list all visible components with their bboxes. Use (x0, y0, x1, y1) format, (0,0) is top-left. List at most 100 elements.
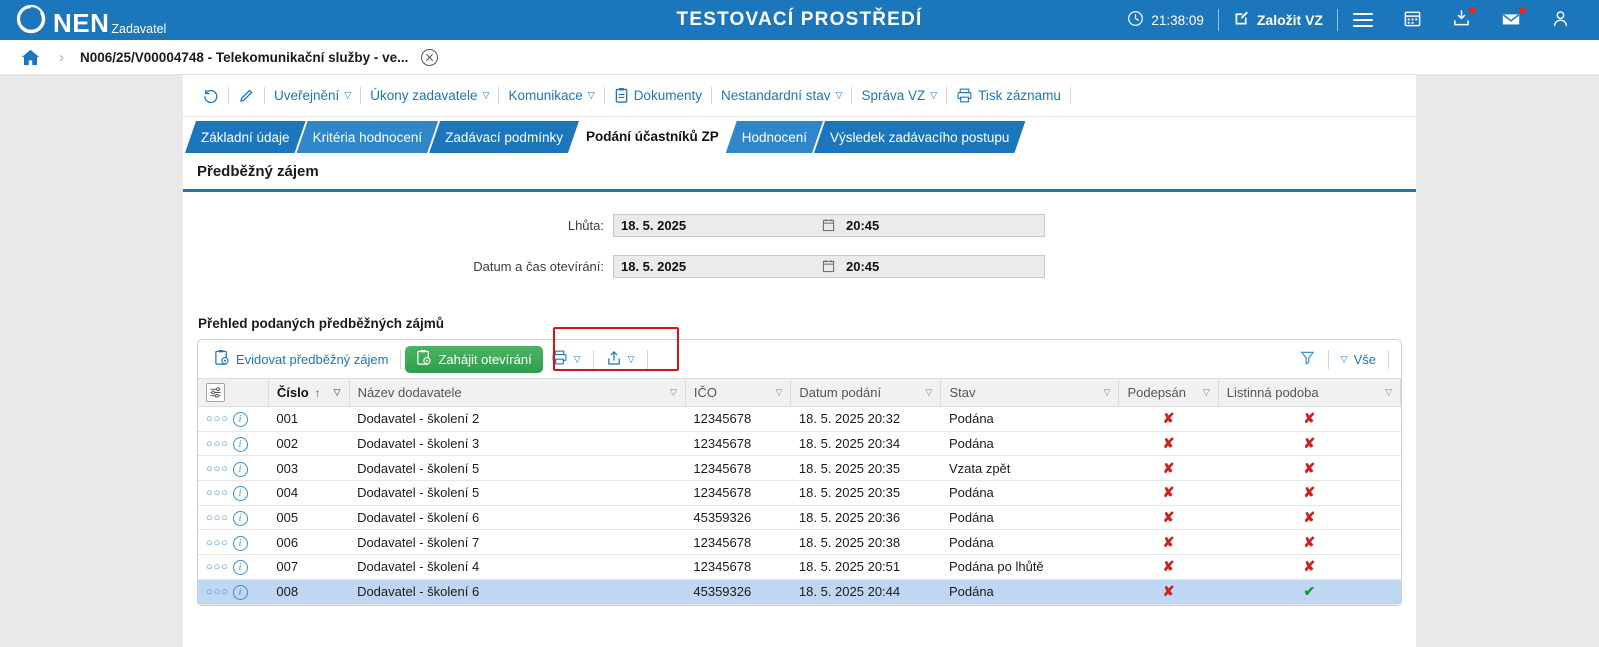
info-icon[interactable]: i (232, 560, 248, 576)
tab-hodnoceni[interactable]: Hodnocení (726, 121, 823, 153)
table-row[interactable]: ○○○ i 008 Dodavatel - školení 6 45359326 18.… (198, 579, 1401, 605)
action-ukony-zadavatele-menu[interactable]: Úkony zadavatele ▽ (361, 75, 498, 117)
grid-view-selector[interactable]: ▽ Vše (1333, 344, 1384, 374)
tab-podani-ucastniku-zp[interactable]: Podání účastníků ZP (570, 119, 735, 153)
row-menu-dots-icon[interactable]: ○○○ (206, 438, 229, 451)
mail-button[interactable] (1486, 0, 1536, 40)
column-settings-icon[interactable] (206, 383, 225, 402)
cell-ico: 12345678 (685, 455, 791, 482)
table-row[interactable]: ○○○ i 003 Dodavatel - školení 5 12345678 18.… (198, 455, 1401, 482)
grid-filter-button[interactable] (1291, 344, 1324, 374)
info-icon[interactable]: i (232, 486, 248, 502)
close-circle-icon[interactable] (421, 48, 439, 66)
grid-export-menu[interactable]: ▽ (598, 344, 643, 374)
grid-footer-spacer (197, 606, 1402, 646)
table-row[interactable]: ○○○ i 002 Dodavatel - školení 3 12345678 18.… (198, 431, 1401, 457)
tab-label: Výsledek zadávacího postupu (830, 129, 1010, 145)
sort-ascending-icon: ↑ (314, 385, 321, 400)
tab-kriteria-hodnoceni[interactable]: Kritéria hodnocení (297, 121, 439, 153)
action-komunikace-menu[interactable]: Komunikace ▽ (499, 75, 603, 117)
row-actions-cell: ○○○ i (198, 431, 269, 457)
tab-label: Hodnocení (741, 129, 808, 145)
info-icon[interactable]: i (232, 412, 248, 428)
row-menu-dots-icon[interactable]: ○○○ (206, 512, 229, 525)
otevirani-datetime-field[interactable]: 18. 5. 2025 20:45 (613, 255, 1045, 278)
th-row-settings[interactable] (198, 378, 269, 407)
column-filter-icon[interactable]: ▽ (1202, 387, 1210, 397)
column-label: Číslo (276, 385, 309, 400)
top-right-group: 21:38:09 Založit VZ (1113, 0, 1599, 40)
info-icon[interactable]: i (232, 461, 248, 477)
info-icon[interactable]: i (232, 437, 248, 453)
zahajit-otevirani-button[interactable]: Zahájit otevírání (405, 345, 543, 373)
th-stav[interactable]: Stav ▽ (940, 378, 1120, 407)
table-body: ○○○ i 001 Dodavatel - školení 2 12345678 18.… (198, 406, 1401, 605)
cell-cislo: 002 (268, 431, 350, 457)
cell-cislo: 003 (268, 455, 350, 482)
lhuta-datetime-field[interactable]: 18. 5. 2025 20:45 (613, 214, 1045, 237)
action-label: Správa VZ (861, 88, 926, 103)
th-podepsan[interactable]: Podepsán ▽ (1118, 378, 1219, 407)
cell-ico: 12345678 (685, 480, 791, 506)
tab-zakladni-udaje[interactable]: Základní údaje (185, 121, 306, 153)
table-row[interactable]: ○○○ i 005 Dodavatel - školení 6 45359326 18.… (198, 505, 1401, 531)
row-menu-dots-icon[interactable]: ○○○ (206, 561, 229, 574)
cell-listinna-podoba: ✘ (1218, 529, 1401, 556)
column-filter-icon[interactable]: ▽ (925, 387, 933, 397)
row-menu-dots-icon[interactable]: ○○○ (206, 413, 229, 426)
server-clock: 21:38:09 (1113, 0, 1218, 40)
cell-nazev-dodavatele: Dodavatel - školení 6 (349, 579, 686, 605)
grid-print-menu[interactable]: ▽ (543, 344, 589, 374)
column-filter-icon[interactable]: ▽ (1103, 387, 1111, 397)
form-row-lhuta: Lhůta: 18. 5. 2025 20:45 (183, 214, 1416, 237)
tab-zadavaci-podminky[interactable]: Zadávací podmínky (429, 121, 579, 153)
user-account-button[interactable] (1536, 0, 1585, 40)
printer-icon (956, 87, 973, 104)
action-edit-button[interactable] (229, 75, 264, 117)
column-filter-icon[interactable]: ▽ (669, 387, 677, 397)
table-row[interactable]: ○○○ i 004 Dodavatel - školení 5 12345678 18.… (198, 480, 1401, 506)
info-icon[interactable]: i (232, 535, 248, 551)
action-dokumenty-button[interactable]: Dokumenty (605, 75, 711, 117)
calendar-icon[interactable] (822, 259, 835, 276)
breadcrumb-current[interactable]: N006/25/V00004748 - Telekomunikační služ… (80, 49, 409, 65)
inbox-download-button[interactable] (1437, 0, 1486, 40)
cross-icon: ✘ (1162, 509, 1175, 526)
evidovat-predbezny-zajem-button[interactable]: Evidovat předběžný zájem (206, 344, 396, 374)
th-nazev-dodavatele[interactable]: Název dodavatele ▽ (349, 378, 686, 407)
cell-nazev-dodavatele: Dodavatel - školení 3 (349, 431, 686, 457)
row-menu-dots-icon[interactable]: ○○○ (206, 536, 229, 549)
row-menu-dots-icon[interactable]: ○○○ (206, 487, 229, 500)
action-uverejneni-menu[interactable]: Uveřejnění ▽ (265, 75, 360, 117)
home-icon[interactable] (20, 47, 41, 68)
column-filter-icon[interactable]: ▽ (333, 387, 341, 397)
hamburger-menu-button[interactable] (1338, 0, 1388, 40)
action-tisk-zaznamu-button[interactable]: Tisk záznamu (947, 75, 1070, 117)
row-menu-dots-icon[interactable]: ○○○ (206, 462, 229, 475)
table-row[interactable]: ○○○ i 001 Dodavatel - školení 2 12345678 18.… (198, 406, 1401, 432)
action-sprava-vz-menu[interactable]: Správa VZ ▽ (852, 75, 946, 117)
info-icon[interactable]: i (232, 511, 248, 527)
tab-vysledek-zadavaciho-postupu[interactable]: Výsledek zadávacího postupu (814, 121, 1025, 153)
cell-podepsan: ✘ (1118, 431, 1219, 457)
calendar-icon[interactable] (822, 218, 835, 235)
table-row[interactable]: ○○○ i 007 Dodavatel - školení 4 12345678 18.… (198, 554, 1401, 580)
brand[interactable]: NEN Zadavatel (0, 4, 166, 36)
action-label: Uveřejnění (274, 88, 340, 103)
row-menu-dots-icon[interactable]: ○○○ (206, 586, 229, 599)
action-nestandardni-stav-menu[interactable]: Nestandardní stav ▽ (712, 75, 851, 117)
clock-time: 21:38:09 (1151, 12, 1204, 28)
cell-nazev-dodavatele: Dodavatel - školení 5 (349, 455, 686, 482)
th-cislo[interactable]: Číslo ↑ ▽ (268, 378, 350, 407)
table-row[interactable]: ○○○ i 006 Dodavatel - školení 7 12345678 18.… (198, 529, 1401, 556)
th-ico[interactable]: IČO ▽ (685, 378, 792, 407)
info-icon[interactable]: i (232, 585, 248, 601)
th-datum-podani[interactable]: Datum podání ▽ (790, 378, 942, 407)
calendar-button[interactable] (1388, 0, 1437, 40)
action-history-button[interactable] (193, 75, 228, 117)
tab-label: Základní údaje (201, 129, 290, 145)
column-filter-icon[interactable]: ▽ (1385, 387, 1392, 397)
column-filter-icon[interactable]: ▽ (775, 387, 783, 397)
create-procurement-button[interactable]: Založit VZ (1219, 0, 1337, 40)
th-listinna-podoba[interactable]: Listinná podoba ▽ (1218, 378, 1402, 407)
